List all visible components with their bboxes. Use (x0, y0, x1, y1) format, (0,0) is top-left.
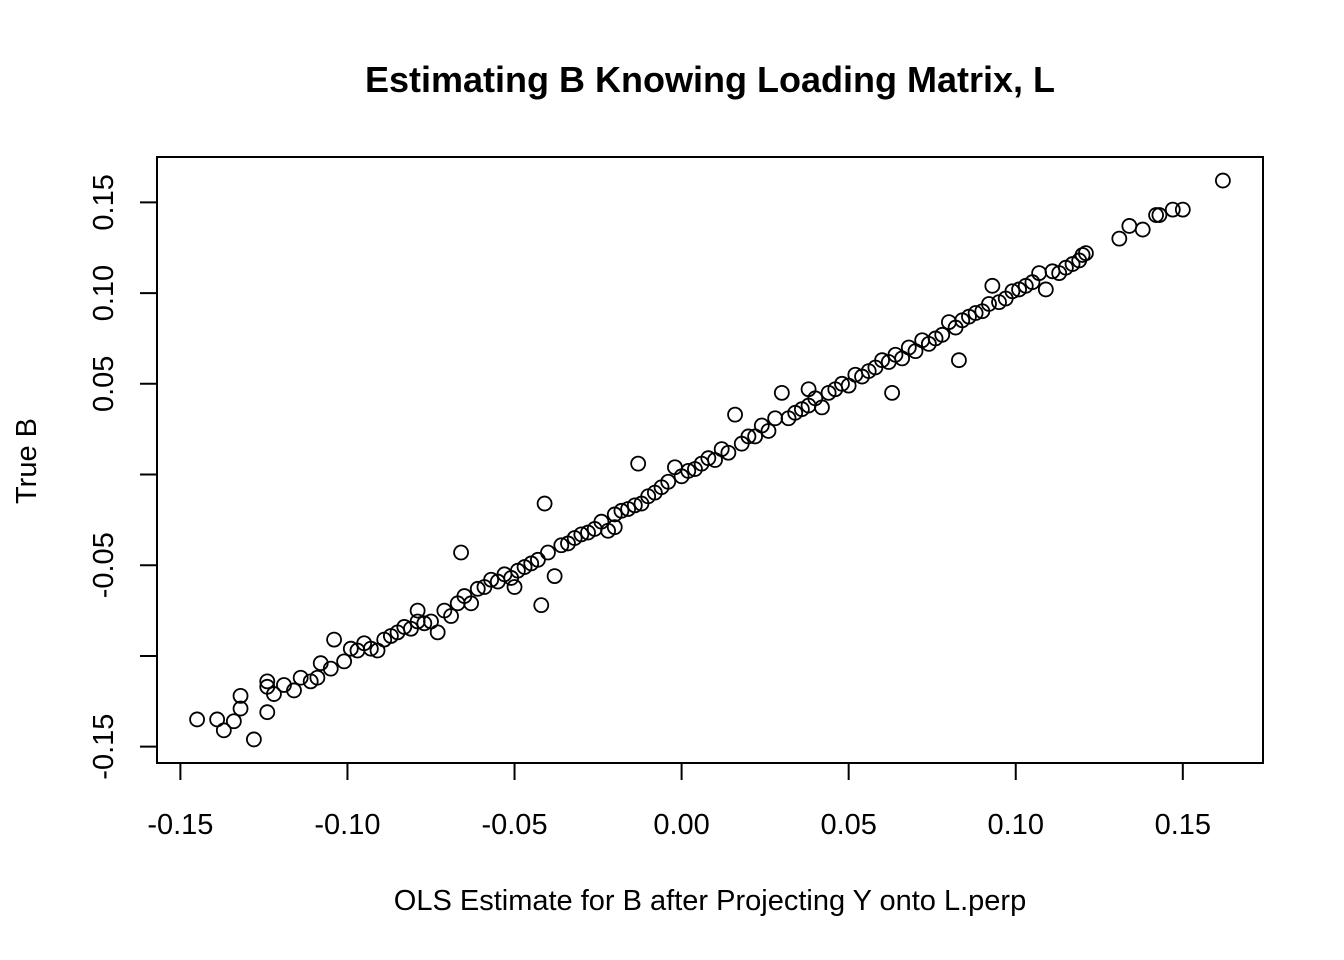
scatter-point (680, 462, 697, 479)
scatter-point (309, 669, 326, 686)
scatter-point (630, 455, 647, 472)
scatter-point (259, 704, 276, 721)
scatter-point (660, 473, 677, 490)
scatter-point (189, 711, 205, 728)
scatter-point (453, 544, 469, 561)
scatter-point (951, 352, 967, 369)
y-axis: -0.15 -0.05 0.05 0.10 0.15 (88, 174, 158, 780)
x-tick-label: 0.05 (820, 809, 876, 841)
scatter-point (536, 495, 553, 512)
scatter-point (506, 579, 523, 595)
scatter-point (981, 296, 997, 312)
scatter-point (773, 384, 790, 401)
scatter-point (259, 673, 276, 690)
scatter-point (967, 305, 984, 321)
y-tick-label: -0.15 (88, 714, 120, 780)
scatter-point (984, 277, 1001, 294)
scatter-point (1004, 283, 1021, 300)
scatter-point (1078, 245, 1094, 262)
scatter-point (540, 544, 556, 561)
scatter-point (573, 526, 590, 543)
scatter-point (322, 660, 339, 677)
x-axis-label: OLS Estimate for B after Projecting Y on… (394, 885, 1026, 917)
scatter-point (700, 450, 717, 467)
scatter-point (225, 713, 242, 730)
scatter-point (336, 653, 353, 670)
x-axis: -0.15 -0.10 -0.05 0.00 0.05 0.10 0.15 (147, 762, 1211, 841)
scatter-point (429, 624, 446, 641)
x-tick-label: -0.10 (314, 809, 380, 841)
scatter-point (246, 731, 262, 748)
scatter-point (740, 428, 757, 445)
scatter-point (232, 687, 249, 704)
scatter-point (626, 497, 643, 514)
scatter-point (1134, 221, 1151, 238)
y-tick-label: 0.15 (88, 174, 120, 230)
scatter-point (606, 519, 623, 536)
scatter-point (553, 537, 570, 554)
scatter-point (1174, 201, 1191, 218)
scatter-point (1215, 172, 1231, 189)
scatter-point (834, 375, 850, 392)
scatter-point (760, 423, 777, 439)
scatter-point (286, 682, 302, 699)
scatter-point (409, 602, 426, 619)
scatter-point (1121, 218, 1138, 234)
scatter-point (469, 580, 486, 597)
scatter-point (546, 568, 563, 585)
scatter-point (814, 399, 830, 416)
x-tick-label: -0.05 (481, 809, 547, 841)
scatter-point (1111, 230, 1128, 247)
x-tick-label: 0.15 (1155, 809, 1211, 841)
scatter-point (292, 669, 309, 686)
point-layer (189, 172, 1231, 748)
scatter-point (934, 326, 951, 343)
x-tick-label: -0.15 (147, 809, 213, 841)
x-tick-label: 0.10 (988, 809, 1044, 841)
scatter-point (884, 384, 901, 401)
scatter-point (443, 608, 459, 624)
scatter-point (800, 381, 817, 398)
scatter-point (1151, 207, 1168, 223)
y-tick-label: 0.05 (88, 356, 120, 412)
chart-title: Estimating B Knowing Loading Matrix, L (365, 59, 1055, 100)
scatter-point (463, 595, 479, 612)
scatter-point (362, 640, 379, 657)
scatter-point (342, 640, 359, 657)
scatter-point (533, 597, 550, 614)
scatter-point (266, 686, 282, 702)
y-axis-label: True B (11, 418, 43, 504)
scatter-point (232, 700, 249, 717)
scatter-point (483, 571, 500, 588)
scatter-point (727, 406, 743, 423)
y-tick-label: 0.10 (88, 265, 120, 321)
scatter-point (215, 722, 232, 739)
scatter-point (720, 444, 737, 461)
scatter-point (767, 410, 784, 427)
scatter-point (326, 631, 342, 648)
y-tick-label: -0.05 (88, 532, 120, 598)
scatter-point (416, 615, 433, 632)
scatter-point (396, 619, 413, 635)
scatter-point (1164, 201, 1181, 218)
scatter-point (1148, 207, 1164, 223)
scatter-point (874, 352, 890, 369)
scatter-point (1037, 281, 1054, 298)
x-tick-label: 0.00 (653, 809, 709, 841)
scatter-point (613, 502, 630, 519)
